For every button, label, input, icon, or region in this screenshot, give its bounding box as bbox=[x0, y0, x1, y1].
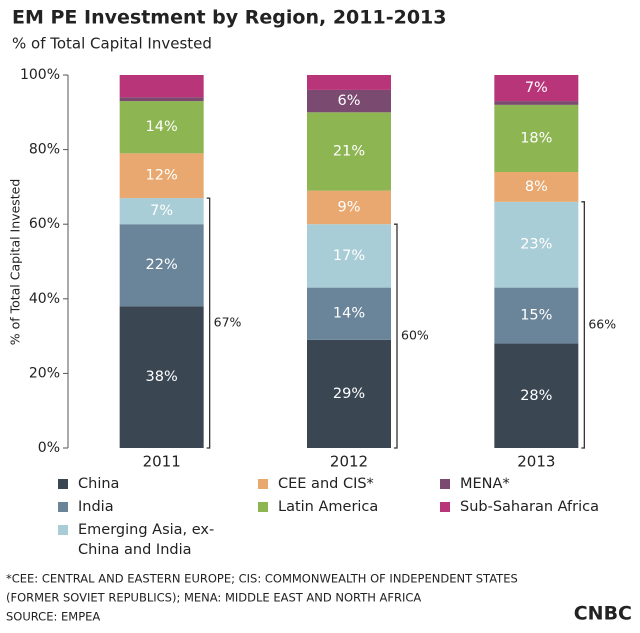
legend-label: Sub-Saharan Africa bbox=[460, 499, 599, 515]
legend-item: Sub-Saharan Africa bbox=[440, 497, 599, 517]
data-label: 9% bbox=[337, 199, 360, 215]
y-tick-label: 80% bbox=[29, 142, 60, 158]
bar-segment bbox=[494, 75, 579, 102]
footnote: *CEE: CENTRAL AND EASTERN EUROPE; CIS: C… bbox=[6, 572, 518, 586]
bar-segment bbox=[119, 101, 204, 154]
bar-segment bbox=[307, 287, 391, 340]
bracket bbox=[206, 197, 211, 449]
bracket-label: 60% bbox=[401, 328, 429, 343]
legend-item: CEE and CIS* bbox=[258, 474, 374, 494]
bar-segment bbox=[494, 101, 579, 105]
data-label: 18% bbox=[520, 130, 552, 146]
data-label: 22% bbox=[146, 257, 178, 273]
bar-segment bbox=[119, 75, 204, 98]
data-label: 6% bbox=[337, 93, 360, 109]
legend-label: India bbox=[78, 499, 114, 515]
bracket-label: 66% bbox=[588, 316, 616, 331]
bracket bbox=[394, 223, 398, 449]
bar-segment bbox=[307, 89, 391, 113]
y-tick-label: 100% bbox=[20, 67, 60, 83]
legend-label: CEE and CIS* bbox=[278, 476, 374, 492]
data-label: 28% bbox=[520, 388, 552, 404]
bar-segment bbox=[307, 190, 391, 225]
data-label: 7% bbox=[150, 203, 173, 219]
bracket bbox=[581, 201, 585, 449]
legend-swatch bbox=[58, 525, 68, 535]
data-label: 8% bbox=[525, 179, 548, 195]
x-tick-label: 2013 bbox=[517, 453, 555, 471]
x-tick-label: 2011 bbox=[143, 453, 181, 471]
data-label: 15% bbox=[520, 308, 552, 324]
bar-segment bbox=[494, 343, 579, 448]
legend-swatch bbox=[440, 479, 450, 489]
legend-item: India bbox=[58, 497, 114, 517]
x-tick-label: 2012 bbox=[330, 453, 368, 471]
legend-label: MENA* bbox=[460, 476, 510, 492]
bar-segment bbox=[119, 97, 204, 102]
legend-item: MENA* bbox=[440, 474, 510, 494]
legend-item: Latin America bbox=[258, 497, 378, 517]
bar-segment bbox=[307, 112, 391, 191]
legend-item: Emerging Asia, ex-China and India bbox=[58, 520, 228, 560]
footnote: SOURCE: EMPEA bbox=[6, 610, 100, 624]
chart-title: EM PE Investment by Region, 2011-2013 bbox=[12, 7, 446, 29]
y-tick-label: 20% bbox=[29, 365, 60, 381]
bar-segment bbox=[494, 201, 579, 288]
legend-label: China bbox=[78, 476, 120, 492]
logo: CNBC bbox=[574, 603, 632, 625]
legend-swatch bbox=[58, 479, 68, 489]
data-label: 38% bbox=[146, 369, 178, 385]
legend-item: China bbox=[58, 474, 119, 494]
bar-segment bbox=[494, 104, 579, 172]
data-label: 7% bbox=[525, 80, 548, 96]
legend-swatch bbox=[258, 502, 268, 512]
bar-segment bbox=[307, 339, 391, 448]
y-tick-label: 60% bbox=[29, 216, 60, 232]
bar-segment bbox=[307, 75, 391, 90]
bar-segment bbox=[494, 287, 579, 344]
data-label: 14% bbox=[333, 306, 365, 322]
data-label: 29% bbox=[333, 386, 365, 402]
data-label: 17% bbox=[333, 248, 365, 264]
y-tick-label: 40% bbox=[29, 291, 60, 307]
bar-segment bbox=[119, 153, 204, 199]
legend-label: Latin America bbox=[278, 499, 379, 515]
bar-segment bbox=[119, 198, 204, 225]
bar-segment bbox=[119, 306, 204, 448]
chart-subtitle: % of Total Capital Invested bbox=[12, 35, 212, 53]
bar-segment bbox=[307, 224, 391, 288]
data-label: 21% bbox=[333, 143, 365, 159]
footnote: (FORMER SOVIET REPUBLICS); MENA: MIDDLE … bbox=[6, 591, 421, 605]
data-label: 23% bbox=[520, 237, 552, 253]
legend-swatch bbox=[440, 502, 450, 512]
y-axis-label: % of Total Capital Invested bbox=[8, 179, 23, 346]
data-label: 12% bbox=[146, 168, 178, 184]
data-label: 14% bbox=[146, 119, 178, 135]
bar-segment bbox=[494, 171, 579, 202]
legend-label: Emerging Asia, ex-China and India bbox=[78, 522, 215, 558]
legend-swatch bbox=[258, 479, 268, 489]
bar-segment bbox=[119, 224, 204, 307]
bracket-label: 67% bbox=[214, 315, 242, 330]
y-tick-label: 0% bbox=[38, 440, 60, 456]
legend-swatch bbox=[58, 502, 68, 512]
